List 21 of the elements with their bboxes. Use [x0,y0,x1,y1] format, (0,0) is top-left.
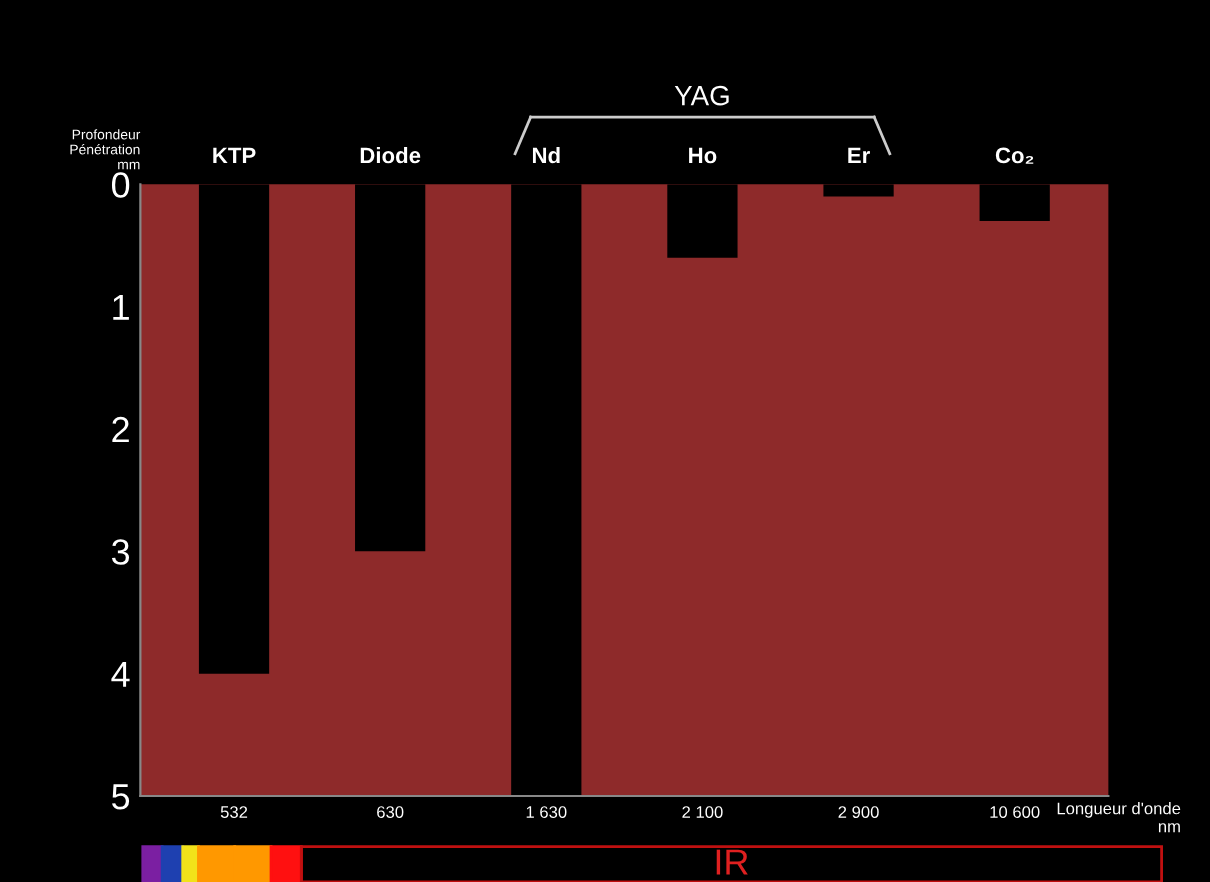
x-tick-label: 1 630 [526,806,567,818]
annotation: KTP [213,147,256,164]
y-tick-label: 0 [111,172,130,198]
x-tick-label: 630 [377,806,404,818]
x-axis-title: Longueur d'onde nm [1057,802,1181,833]
y-tick-label: 2 [112,416,129,443]
y-tick-label: 5 [112,784,130,810]
annotation: Ho [689,147,717,164]
text: IR [716,849,748,875]
y-tick-label: 4 [111,661,130,687]
y-tick-label: 1 [113,294,129,320]
x-tick-label: 532 [220,806,248,818]
x-tick-label: 10 600 [990,806,1040,818]
x-tick-label: 2 100 [682,806,723,818]
annotation: Diode [360,146,421,164]
annotation: Nd [532,146,560,164]
annotation: Er [848,147,870,164]
text: YAG [674,85,729,106]
y-tick-label: 3 [111,539,130,565]
annotation: Co₂ [995,147,1034,164]
x-tick-label: 2 900 [838,806,879,818]
